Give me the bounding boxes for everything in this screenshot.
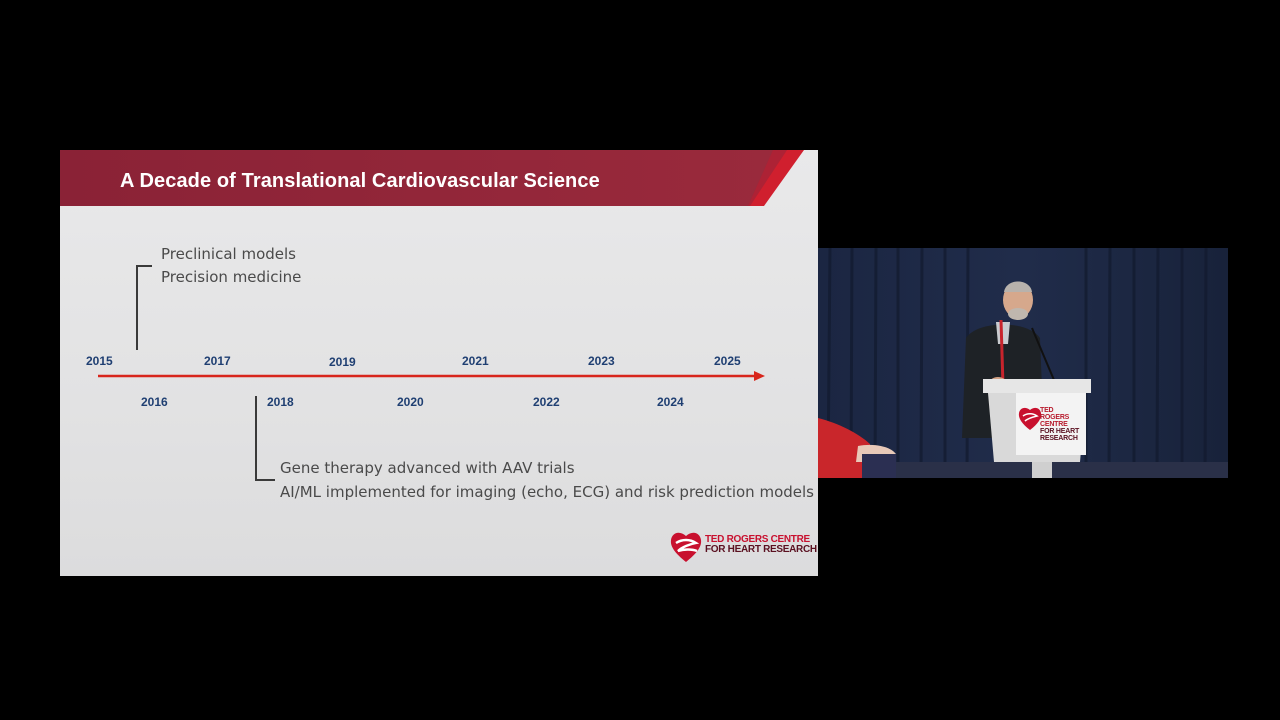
brand-line-2: FOR HEART RESEARCH bbox=[705, 544, 817, 555]
presentation-slide: A Decade of Translational Cardiovascular… bbox=[60, 150, 818, 576]
year-label: 2025 bbox=[714, 354, 741, 368]
year-label: 2020 bbox=[397, 395, 424, 409]
title-band-shape bbox=[60, 150, 804, 206]
podium-line: FOR HEART bbox=[1040, 428, 1080, 435]
year-label: 2018 bbox=[267, 395, 294, 409]
timeline-arrowhead bbox=[754, 371, 765, 381]
podium-line: TED ROGERS bbox=[1040, 407, 1070, 421]
brand-line-1: TED ROGERS CENTRE bbox=[705, 534, 810, 545]
timeline-graphic bbox=[98, 265, 765, 481]
title-band: A Decade of Translational Cardiovascular… bbox=[60, 150, 818, 206]
milestone-note: Precision medicine bbox=[161, 268, 302, 286]
podium-sign: TED ROGERS CENTRE FOR HEART RESEARCH bbox=[1016, 393, 1086, 455]
year-label: 2019 bbox=[329, 355, 356, 369]
microphone-icon bbox=[1031, 327, 1055, 381]
heart-logo-icon bbox=[670, 532, 702, 562]
slide-title: A Decade of Translational Cardiovascular… bbox=[120, 170, 600, 192]
year-label: 2024 bbox=[657, 395, 684, 409]
speaker-camera-feed: TED ROGERS CENTRE FOR HEART RESEARCH bbox=[818, 248, 1228, 478]
heart-logo-icon bbox=[1018, 407, 1042, 430]
podium-line: RESEARCH bbox=[1040, 435, 1078, 442]
year-label: 2022 bbox=[533, 395, 560, 409]
milestone-note: Gene therapy advanced with AAV trials bbox=[280, 459, 575, 477]
year-label: 2021 bbox=[462, 354, 489, 368]
brand-logo: TED ROGERS CENTRE FOR HEART RESEARCH bbox=[670, 529, 817, 565]
lower-bracket bbox=[255, 396, 275, 481]
milestone-note: Preclinical models bbox=[161, 245, 296, 263]
upper-bracket bbox=[136, 265, 152, 350]
year-label: 2023 bbox=[588, 354, 615, 368]
year-label: 2016 bbox=[141, 395, 168, 409]
milestone-note: AI/ML implemented for imaging (echo, ECG… bbox=[280, 483, 814, 501]
podium-line: CENTRE bbox=[1040, 421, 1068, 428]
year-label: 2017 bbox=[204, 354, 231, 368]
year-label: 2015 bbox=[86, 354, 113, 368]
